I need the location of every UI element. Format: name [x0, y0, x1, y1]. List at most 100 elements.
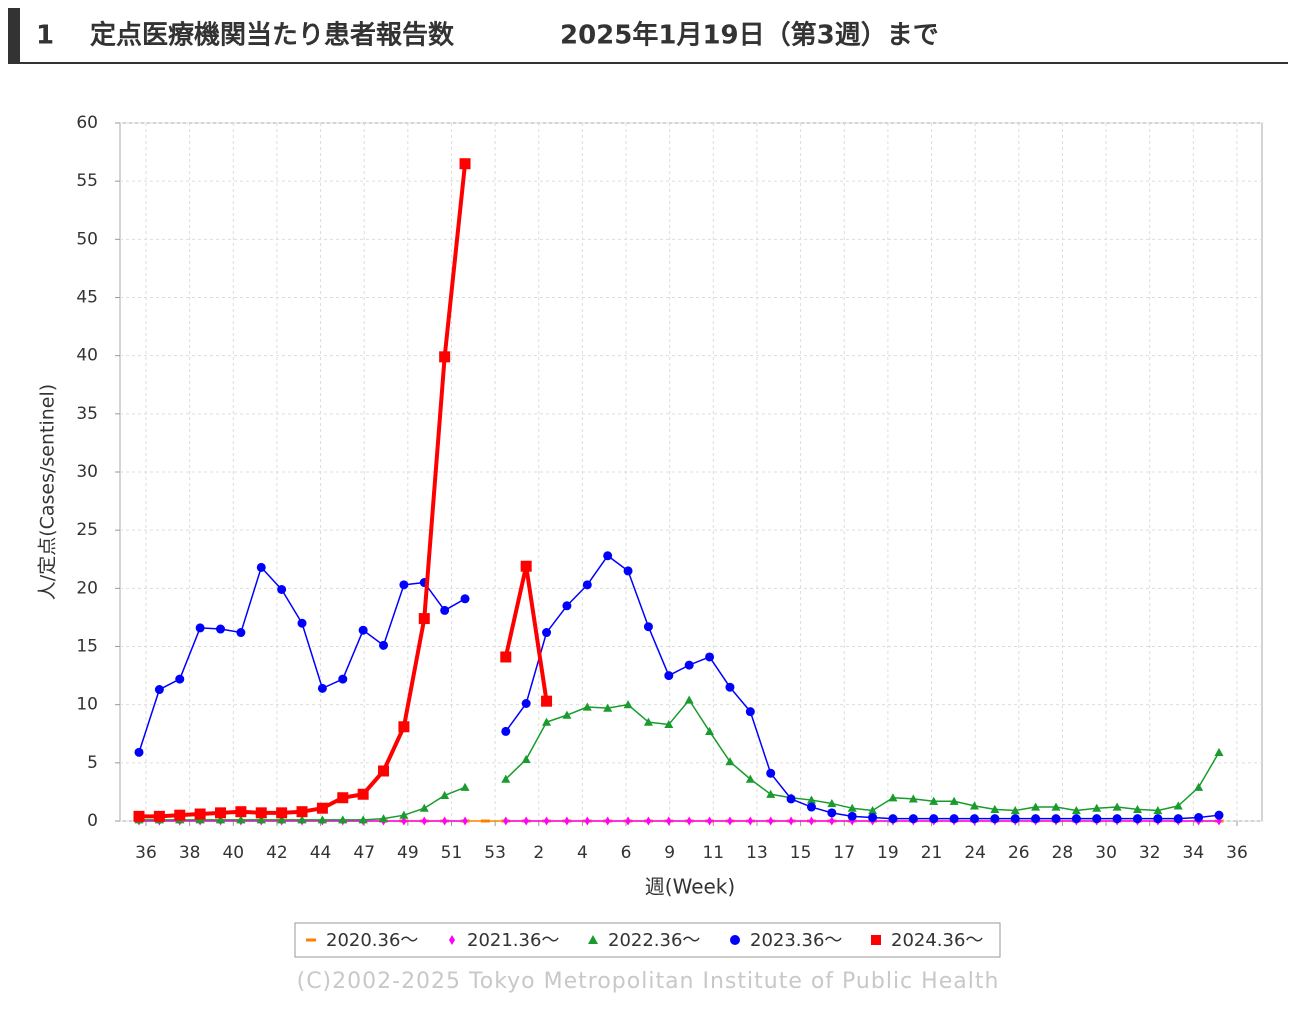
data-point [277, 815, 287, 824]
data-point [1051, 802, 1061, 811]
data-point [439, 351, 451, 363]
data-point [194, 808, 206, 820]
data-point [236, 628, 246, 638]
section-number: 1 [36, 21, 54, 51]
data-point [806, 802, 816, 812]
data-point [215, 807, 227, 819]
data-point [338, 815, 348, 824]
data-point [868, 806, 878, 815]
data-point [175, 674, 185, 684]
legend-label: 2023.36～ [750, 930, 842, 951]
data-point [153, 810, 165, 822]
data-point [767, 816, 774, 826]
data-point [666, 816, 672, 826]
data-point [216, 815, 226, 824]
data-point [908, 794, 918, 803]
data-point [462, 816, 468, 826]
data-point [847, 811, 857, 821]
y-tick-label: 15 [76, 637, 98, 657]
data-point [706, 816, 713, 826]
data-point [543, 816, 550, 826]
data-point [317, 815, 327, 824]
x-tick-label: 9 [664, 843, 675, 863]
data-point [725, 682, 735, 692]
data-point [625, 816, 631, 826]
data-point [296, 806, 308, 818]
data-point [745, 707, 755, 717]
data-point [501, 726, 511, 736]
data-point [358, 815, 368, 824]
data-point [216, 624, 226, 634]
x-tick-label: 30 [1095, 843, 1117, 863]
x-tick-label: 36 [1226, 843, 1248, 863]
data-point [276, 807, 288, 819]
data-point [520, 560, 532, 572]
data-point [1031, 814, 1041, 824]
data-point [174, 809, 186, 821]
data-point [727, 816, 733, 826]
x-tick-label: 53 [484, 843, 506, 863]
legend-label: 2020.36～ [326, 930, 418, 951]
data-point [562, 601, 572, 611]
data-point [399, 580, 409, 590]
data-point [379, 814, 389, 823]
data-point [603, 551, 613, 561]
data-point [623, 700, 633, 709]
series-line [139, 163, 549, 819]
y-tick-label: 35 [76, 404, 98, 424]
x-tick-label: 2 [533, 843, 544, 863]
data-point [541, 695, 553, 707]
y-tick-label: 20 [76, 578, 98, 598]
data-point [684, 660, 694, 670]
data-point [645, 816, 652, 826]
y-tick-label: 50 [76, 229, 98, 249]
legend-label: 2021.36～ [467, 930, 559, 951]
title-bar [8, 8, 20, 64]
data-point [256, 562, 266, 572]
data-point [562, 710, 572, 719]
data-point [664, 719, 674, 729]
data-point [440, 605, 450, 615]
data-point [847, 803, 857, 812]
data-point [521, 754, 531, 763]
data-point [1173, 801, 1183, 810]
data-point [256, 815, 266, 824]
x-tick-label: 47 [353, 843, 375, 863]
data-point [317, 683, 327, 693]
legend-marker [730, 935, 740, 945]
data-point [949, 814, 959, 824]
data-point [806, 795, 816, 804]
data-point [421, 816, 427, 826]
data-point [664, 671, 674, 681]
x-tick-label: 17 [833, 843, 855, 863]
section-title: 定点医療機関当たり患者報告数 [90, 20, 455, 51]
data-point [255, 807, 267, 819]
data-point [888, 793, 898, 802]
data-point [1092, 814, 1102, 824]
data-point [1194, 813, 1204, 823]
data-point [643, 622, 653, 632]
data-point [929, 796, 939, 805]
data-point [929, 814, 939, 824]
data-point [686, 816, 692, 826]
data-point [1071, 806, 1081, 815]
data-point [745, 774, 755, 783]
data-point [766, 789, 776, 798]
y-tick-label: 60 [76, 113, 98, 133]
data-point [643, 717, 653, 726]
data-point [705, 726, 715, 736]
data-point [1071, 814, 1081, 824]
data-point [786, 794, 796, 804]
data-point [441, 816, 448, 826]
data-point [584, 816, 591, 826]
legend-marker [306, 938, 316, 942]
section-date: 2025年1月19日（第3週）まで [560, 20, 939, 51]
data-point [908, 814, 918, 824]
legend-label: 2022.36～ [608, 930, 700, 951]
data-point [460, 782, 470, 791]
x-tick-label: 38 [179, 843, 201, 863]
x-tick-label: 26 [1008, 843, 1030, 863]
legend [294, 922, 1001, 958]
x-tick-label: 36 [135, 843, 157, 863]
data-point [316, 802, 328, 814]
